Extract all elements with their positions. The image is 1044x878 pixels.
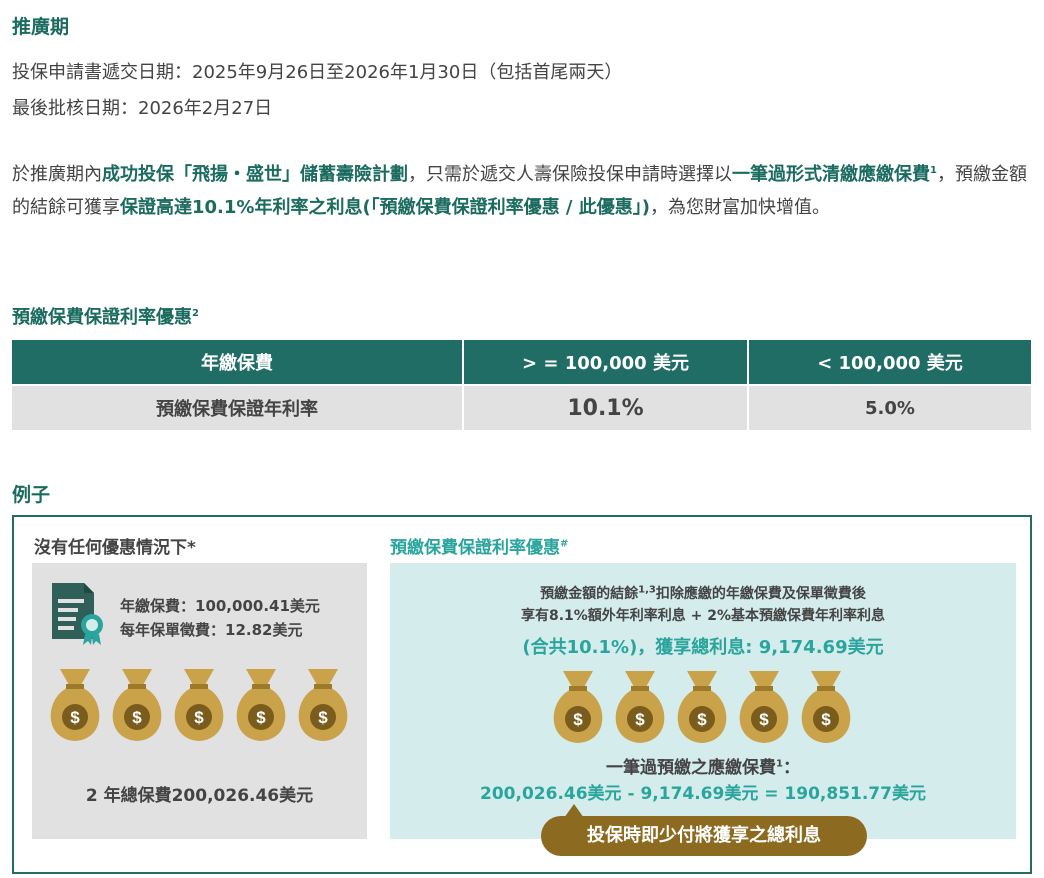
intro-footnote-1: 1 bbox=[930, 165, 937, 176]
money-bag-icon: $ bbox=[298, 669, 348, 741]
no-offer-title: 沒有任何優惠情況下* bbox=[34, 538, 196, 558]
intro-text-1: 於推廣期內 bbox=[12, 164, 102, 185]
formula-label-colon: ： bbox=[782, 758, 800, 778]
offer-title: 預繳保費保證利率優惠# bbox=[390, 533, 568, 558]
dollar-sign: $ bbox=[635, 710, 645, 729]
policy-levy-line: 每年保單徵費：12.82美元 bbox=[120, 621, 303, 639]
offer-title-text: 預繳保費保證利率優惠 bbox=[390, 538, 560, 558]
intro-paragraph: 於推廣期內成功投保「飛揚・盛世」儲蓄壽險計劃，只需於遞交人壽保險投保申請時選擇以… bbox=[12, 158, 1037, 224]
dollar-sign: $ bbox=[573, 710, 583, 729]
rate-table-row: 預繳保費保證年利率 10.1% 5.0% bbox=[10, 384, 1033, 432]
dollar-sign: $ bbox=[697, 710, 707, 729]
intro-text-3: ，預繳金額的結餘可獲享 bbox=[12, 164, 1027, 218]
intro-bold-3: 保證高達10.1%年利率之利息(「預繳保費保證利率優惠 / 此優惠」) bbox=[120, 197, 651, 218]
header-annual-premium: 年繳保費 bbox=[10, 338, 464, 386]
money-bag-icon: $ bbox=[50, 669, 100, 741]
two-year-total: 2 年總保費200,026.46美元 bbox=[85, 786, 314, 806]
intro-text-4: ，為您財富加快增值。 bbox=[650, 197, 831, 218]
approval-date-line: 最後批核日期：2026年2月27日 bbox=[12, 98, 273, 119]
money-bag-icon: $ bbox=[553, 671, 603, 743]
example-title: 例子 bbox=[12, 484, 51, 506]
interest-callout-pill: 投保時即少付將獲享之總利息 bbox=[541, 816, 867, 856]
callout-pointer bbox=[564, 804, 584, 818]
promo-period-title: 推廣期 bbox=[12, 16, 70, 38]
offer-desc1-b: 扣除應繳的年繳保費及保單徵費後 bbox=[655, 586, 866, 602]
money-bags-left: $ $ $ $ $ bbox=[50, 669, 348, 741]
rate-ge-100k: 10.1% bbox=[462, 384, 749, 432]
money-bag-icon: $ bbox=[677, 671, 727, 743]
dollar-sign: $ bbox=[70, 708, 80, 727]
offer-description-2: 享有8.1%額外年利率利息 + 2%基本預繳保費年利率利息 bbox=[520, 608, 886, 624]
money-bag-icon: $ bbox=[236, 669, 286, 741]
formula-label-text: 一筆過預繳之應繳保費 bbox=[606, 758, 777, 778]
annual-premium-line: 年繳保費：100,000.41美元 bbox=[120, 597, 320, 615]
dollar-sign: $ bbox=[132, 708, 142, 727]
row-label: 預繳保費保證年利率 bbox=[10, 384, 464, 432]
rate-table-header-row: 年繳保費 > = 100,000 美元 < 100,000 美元 bbox=[10, 338, 1033, 386]
offer-panel: 預繳金額的結餘1,3扣除應繳的年繳保費及保單徵費後 享有8.1%額外年利率利息 … bbox=[390, 563, 1016, 839]
formula-label-footnote: 1 bbox=[776, 758, 783, 770]
offer-title-footnote: # bbox=[560, 538, 569, 550]
dollar-sign: $ bbox=[194, 708, 204, 727]
rate-table-title: 預繳保費保證利率優惠2 bbox=[12, 303, 199, 329]
submission-date-line: 投保申請書遞交日期：2025年9月26日至2026年1月30日（包括首尾兩天） bbox=[12, 62, 623, 83]
total-interest-highlight: (合共10.1%)，獲享總利息: 9,174.69美元 bbox=[522, 637, 884, 658]
dollar-sign: $ bbox=[256, 708, 266, 727]
premium-formula: 200,026.46美元 - 9,174.69美元 = 190,851.77美元 bbox=[480, 784, 926, 804]
intro-bold-2: 一筆過形式清繳應繳保費 bbox=[732, 164, 930, 185]
rate-table: 年繳保費 > = 100,000 美元 < 100,000 美元 預繳保費保證年… bbox=[10, 338, 1033, 432]
rate-lt-100k: 5.0% bbox=[747, 384, 1033, 432]
rate-table-title-text: 預繳保費保證利率優惠 bbox=[12, 307, 192, 328]
policy-document-icon bbox=[52, 583, 103, 645]
money-bag-icon: $ bbox=[174, 669, 224, 741]
intro-text-2: ，只需於遞交人壽保險投保申請時選擇以 bbox=[408, 164, 732, 185]
header-ge-100k: > = 100,000 美元 bbox=[462, 338, 749, 386]
money-bag-icon: $ bbox=[615, 671, 665, 743]
offer-desc1-footnote: 1,3 bbox=[638, 584, 656, 596]
dollar-sign: $ bbox=[821, 710, 831, 729]
header-lt-100k: < 100,000 美元 bbox=[747, 338, 1033, 386]
money-bag-icon: $ bbox=[801, 671, 851, 743]
dollar-sign: $ bbox=[759, 710, 769, 729]
money-bags-right: $ $ $ $ $ bbox=[553, 671, 851, 743]
dollar-sign: $ bbox=[318, 708, 328, 727]
money-bag-icon: $ bbox=[112, 669, 162, 741]
offer-description-1: 預繳金額的結餘1,3扣除應繳的年繳保費及保單徵費後 bbox=[390, 583, 1016, 603]
formula-label: 一筆過預繳之應繳保費1： bbox=[390, 753, 1016, 778]
rate-table-footnote: 2 bbox=[192, 308, 199, 319]
example-box: 沒有任何優惠情況下* 年繳保費：100,000.41美元 每年保單徵費：12.8… bbox=[12, 515, 1032, 874]
intro-bold-1: 成功投保「飛揚・盛世」儲蓄壽險計劃 bbox=[102, 164, 408, 185]
no-offer-panel: 年繳保費：100,000.41美元 每年保單徵費：12.82美元 $ $ $ $ $ 2… bbox=[32, 563, 367, 839]
offer-desc1-a: 預繳金額的結餘 bbox=[540, 586, 639, 602]
money-bag-icon: $ bbox=[739, 671, 789, 743]
